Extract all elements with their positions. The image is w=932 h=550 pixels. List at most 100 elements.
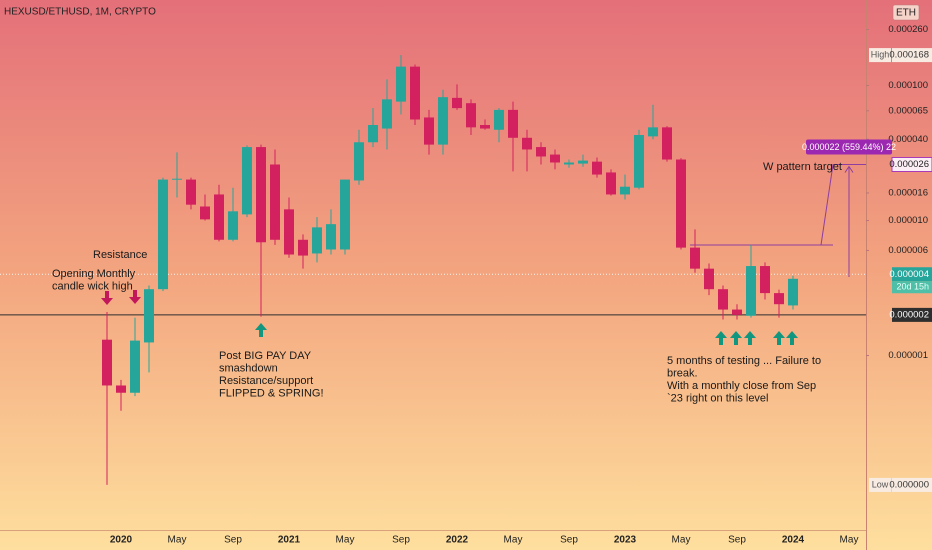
annotation: W pattern target xyxy=(763,161,842,173)
chart-title: HEXUSD/ETHUSD, 1M, CRYPTO xyxy=(4,7,156,18)
candle-body xyxy=(508,109,518,138)
y-tick-label: 0.000260 xyxy=(888,24,928,35)
candle-body xyxy=(298,239,308,256)
candle-body xyxy=(116,385,126,393)
candle-body xyxy=(662,127,672,160)
candle-body xyxy=(200,206,210,220)
candle-body xyxy=(214,194,224,240)
candle-body xyxy=(158,179,168,290)
candle-body xyxy=(340,179,350,250)
tag-name-box xyxy=(869,477,891,492)
candle-body xyxy=(746,266,756,316)
candle-body xyxy=(760,266,770,294)
price-tag xyxy=(892,477,932,492)
tag-name: High xyxy=(871,49,890,59)
candle-body xyxy=(494,109,504,130)
y-tick-label: 0.000006 xyxy=(888,245,928,256)
price-tag-label: 0.000000 xyxy=(889,479,929,490)
candle-body xyxy=(522,137,532,150)
candle-body xyxy=(326,224,336,250)
currency: ETH xyxy=(896,8,916,19)
y-tick-label: 0.000100 xyxy=(888,80,928,91)
candle-body xyxy=(788,278,798,306)
tag-name: Low xyxy=(872,479,889,489)
candle-body xyxy=(242,147,252,215)
x-tick-label: 2024 xyxy=(782,535,805,546)
candle-body xyxy=(592,161,602,175)
x-tick-label: May xyxy=(168,535,187,546)
price-tag xyxy=(891,156,932,172)
annotation: Post BIG PAY DAY xyxy=(219,350,312,362)
candle-body xyxy=(410,66,420,120)
price-tag xyxy=(892,48,932,63)
candle-body xyxy=(606,172,616,195)
x-tick-label: Sep xyxy=(560,535,578,546)
price-tag-label: 0.000026 xyxy=(889,159,929,170)
candle-body xyxy=(438,97,448,145)
down-arrow xyxy=(129,290,141,304)
candle-body xyxy=(704,268,714,290)
x-tick-label: Sep xyxy=(392,535,410,546)
x-tick-label: Sep xyxy=(224,535,242,546)
price-tag xyxy=(892,307,932,322)
candle-body xyxy=(172,178,182,180)
candle-body xyxy=(312,227,322,254)
candle-body xyxy=(270,164,280,240)
annotation: Resistance/support xyxy=(219,375,313,387)
candle-body xyxy=(690,247,700,269)
x-tick-label: May xyxy=(672,535,691,546)
annotation: Opening Monthly xyxy=(52,268,136,280)
up-arrow xyxy=(786,331,798,345)
measure-box xyxy=(806,139,892,155)
candle-body xyxy=(144,289,154,343)
measure-arrow xyxy=(844,165,854,173)
annotation: Resistance xyxy=(93,249,147,261)
annotation: 5 months of testing ... Failure to xyxy=(667,355,821,367)
pattern-line xyxy=(690,163,866,246)
measure-label: 0.000022 (559.44%) 22 xyxy=(802,142,896,152)
candle-body xyxy=(284,209,294,255)
up-arrow xyxy=(730,331,742,345)
y-tick-label: 0.000016 xyxy=(888,187,928,198)
annotation: smashdown xyxy=(219,363,278,375)
candle-body xyxy=(368,124,378,143)
up-arrow xyxy=(773,331,785,345)
candle-body xyxy=(354,142,364,181)
y-tick-label: 0.000010 xyxy=(888,215,928,226)
annotation: `23 right on this level xyxy=(667,393,769,405)
annotation: FLIPPED & SPRING! xyxy=(219,388,324,400)
candle-body xyxy=(578,160,588,164)
candle-body xyxy=(718,289,728,310)
y-tick-label: 0.000065 xyxy=(888,105,928,116)
up-arrow xyxy=(715,331,727,345)
candle-body xyxy=(186,179,196,205)
x-tick-label: 2022 xyxy=(446,535,469,546)
x-tick-label: 2021 xyxy=(278,535,301,546)
x-tick-label: 2023 xyxy=(614,535,637,546)
y-tick-label: 0.000040 xyxy=(888,134,928,145)
price-tag xyxy=(892,267,932,282)
candle-body xyxy=(634,135,644,188)
candle-body xyxy=(228,211,238,240)
countdown-box xyxy=(892,281,932,294)
candle-body xyxy=(536,147,546,157)
annotation: candle wick high xyxy=(52,281,133,293)
countdown: 20d 15h xyxy=(896,282,929,292)
candle-body xyxy=(396,66,406,102)
candle-body xyxy=(480,124,490,129)
tag-name-box xyxy=(869,48,891,63)
candle-body xyxy=(774,293,784,305)
x-tick-label: May xyxy=(840,535,859,546)
candle-body xyxy=(452,97,462,109)
x-tick-label: Sep xyxy=(728,535,746,546)
candle-body xyxy=(256,147,266,243)
candle-body xyxy=(732,309,742,315)
candle-body xyxy=(676,159,686,248)
currency-box[interactable] xyxy=(892,4,920,21)
x-tick-label: 2020 xyxy=(110,535,133,546)
candle-body xyxy=(648,127,658,137)
price-tag-label: 0.000002 xyxy=(889,309,929,320)
candle-body xyxy=(564,162,574,165)
